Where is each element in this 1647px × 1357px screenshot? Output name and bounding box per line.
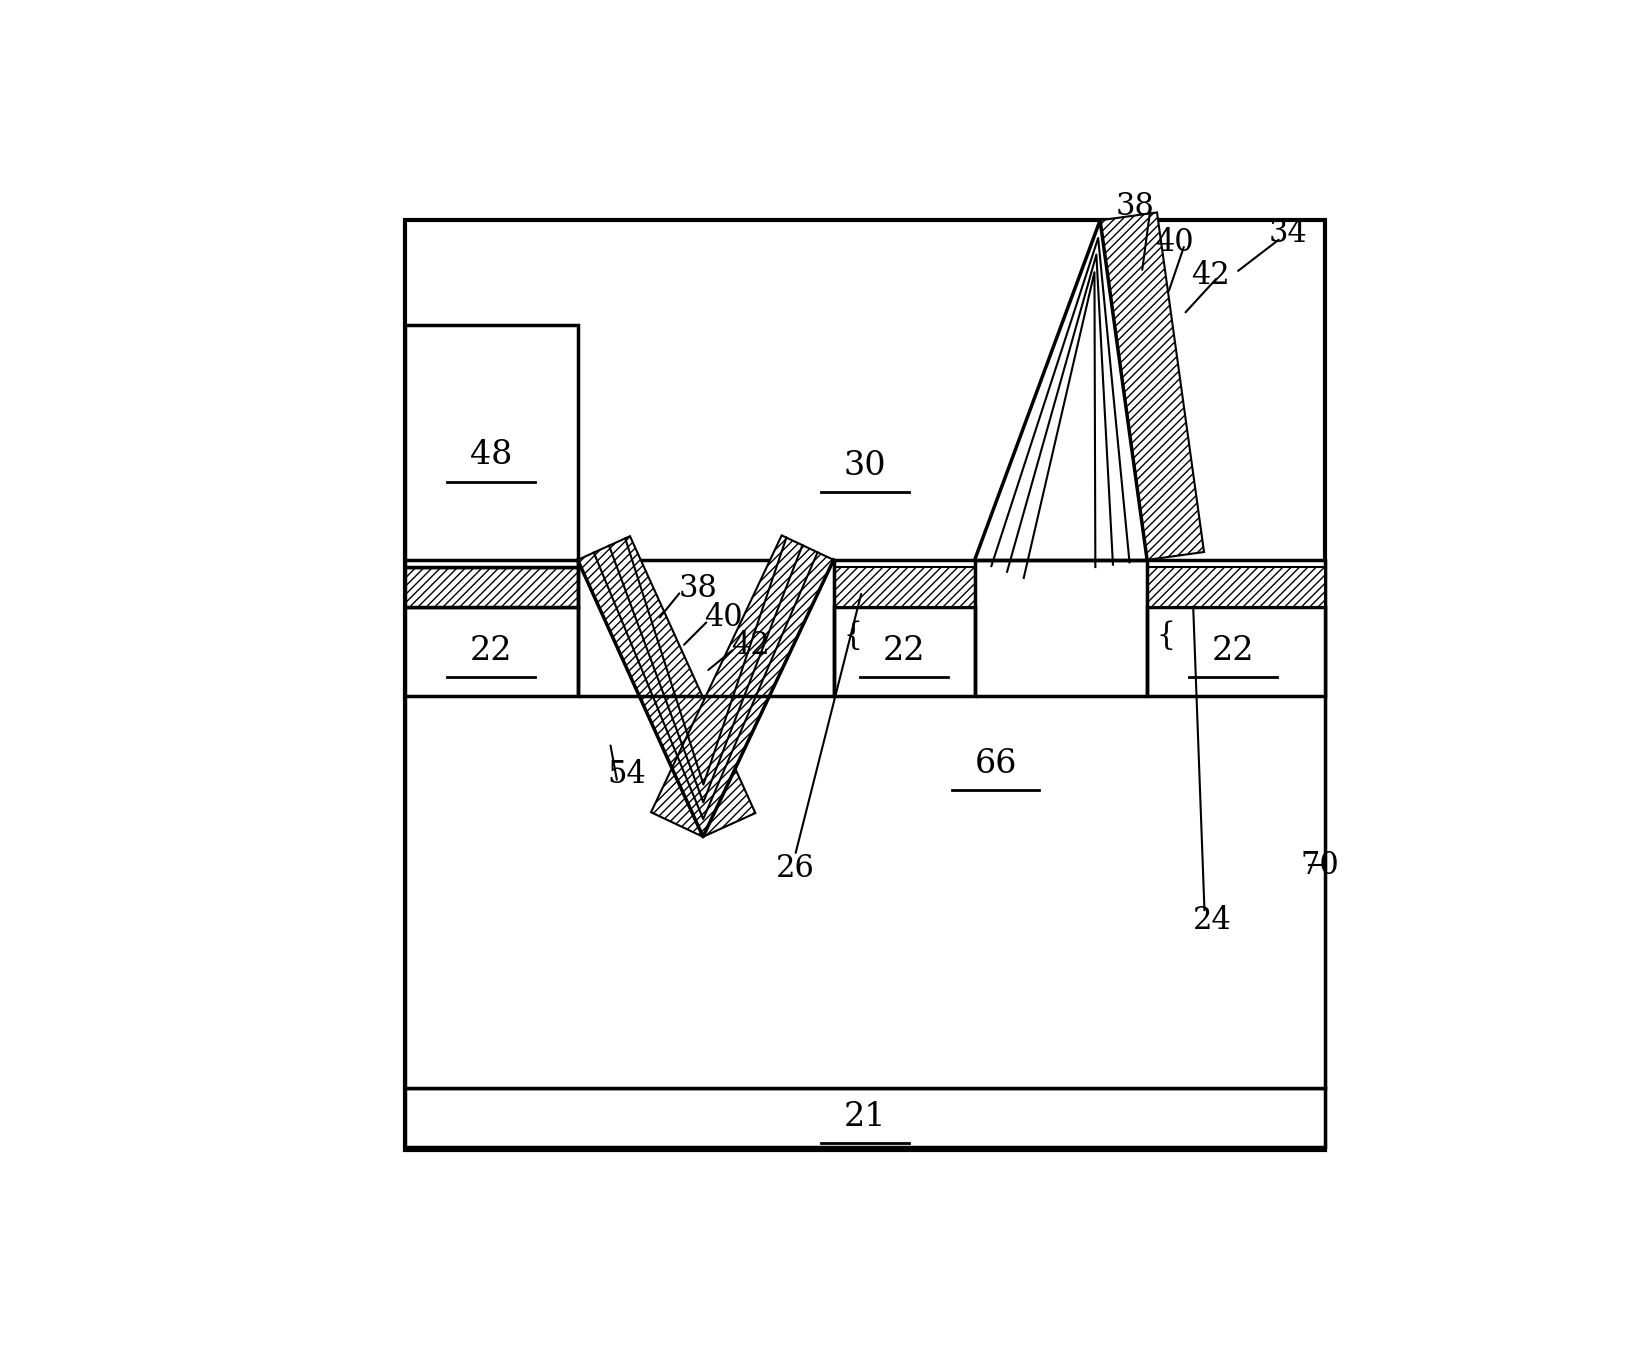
Text: 21: 21 bbox=[843, 1101, 886, 1133]
Text: 24: 24 bbox=[1192, 905, 1232, 936]
Polygon shape bbox=[651, 536, 833, 837]
Polygon shape bbox=[1146, 607, 1324, 696]
Polygon shape bbox=[405, 607, 578, 696]
Polygon shape bbox=[578, 536, 756, 837]
Text: 26: 26 bbox=[776, 852, 814, 883]
Text: 54: 54 bbox=[608, 759, 646, 790]
Text: 30: 30 bbox=[843, 451, 886, 482]
Text: 42: 42 bbox=[731, 630, 769, 661]
Text: }: } bbox=[1150, 617, 1169, 649]
Polygon shape bbox=[833, 607, 975, 696]
Text: 66: 66 bbox=[975, 748, 1016, 780]
Text: 22: 22 bbox=[469, 635, 512, 666]
Text: 22: 22 bbox=[883, 635, 926, 666]
Polygon shape bbox=[405, 324, 578, 567]
Text: 38: 38 bbox=[1115, 191, 1155, 223]
Text: 40: 40 bbox=[705, 603, 743, 632]
Text: 22: 22 bbox=[1212, 635, 1253, 666]
Text: }: } bbox=[837, 617, 856, 649]
Text: 34: 34 bbox=[1268, 218, 1308, 250]
Text: 70: 70 bbox=[1299, 849, 1339, 881]
Text: 42: 42 bbox=[1191, 261, 1230, 292]
Polygon shape bbox=[833, 567, 975, 607]
Polygon shape bbox=[405, 1087, 1324, 1147]
Polygon shape bbox=[405, 567, 578, 607]
Text: 48: 48 bbox=[469, 440, 512, 471]
Polygon shape bbox=[1100, 213, 1204, 560]
Text: 40: 40 bbox=[1155, 227, 1194, 258]
Text: 38: 38 bbox=[679, 573, 716, 604]
Polygon shape bbox=[405, 560, 1324, 1087]
Polygon shape bbox=[405, 220, 1324, 1151]
Polygon shape bbox=[1146, 567, 1324, 607]
